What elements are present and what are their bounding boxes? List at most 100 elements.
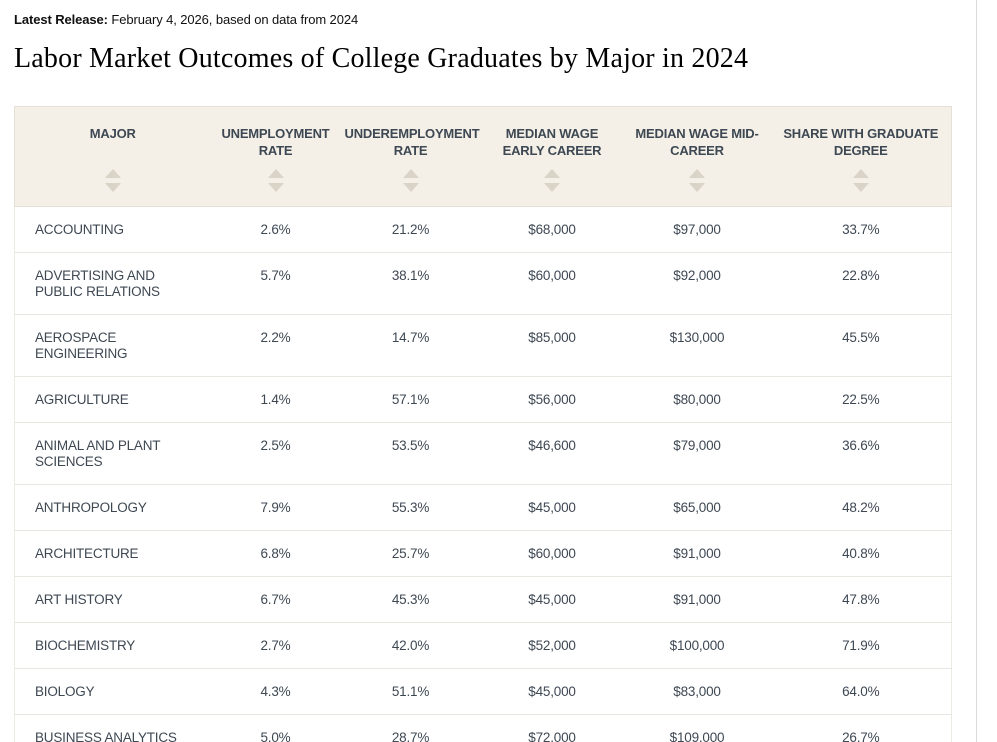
column-header-median-wage-mid-career[interactable]: MEDIAN WAGE MID-CAREER bbox=[624, 107, 771, 207]
value-cell: 1.4% bbox=[210, 376, 341, 423]
value-cell: $79,000 bbox=[623, 422, 771, 485]
value-cell: 2.7% bbox=[210, 622, 341, 669]
value-cell: $83,000 bbox=[623, 668, 771, 715]
value-cell: $52,000 bbox=[480, 622, 624, 669]
outcomes-table: MAJOR UNEMPLOYMENT RATE UNDEREMPLOYMENT RA… bbox=[14, 106, 952, 742]
table-row: ART HISTORY 6.7% 45.3% $45,000 $91,000 47.8% bbox=[14, 576, 952, 623]
value-cell: 51.1% bbox=[340, 668, 481, 715]
sort-down-icon[interactable] bbox=[104, 183, 121, 192]
value-cell: $91,000 bbox=[623, 576, 771, 623]
value-cell: 57.1% bbox=[340, 376, 481, 423]
sort-arrows[interactable] bbox=[345, 169, 477, 192]
column-header-share-with-graduate-degree[interactable]: SHARE WITH GRADUATE DEGREE bbox=[771, 107, 952, 207]
table-row: AGRICULTURE 1.4% 57.1% $56,000 $80,000 22.5% bbox=[14, 376, 952, 423]
value-cell: 14.7% bbox=[340, 314, 481, 377]
value-cell: $60,000 bbox=[480, 530, 624, 577]
sort-up-icon[interactable] bbox=[852, 169, 869, 178]
value-cell: $68,000 bbox=[480, 206, 624, 253]
major-cell: ARCHITECTURE bbox=[14, 530, 211, 577]
value-cell: 21.2% bbox=[340, 206, 481, 253]
sort-up-icon[interactable] bbox=[544, 169, 560, 178]
column-header-underemployment-rate[interactable]: UNDEREMPLOYMENT RATE bbox=[341, 107, 481, 207]
table-body: ACCOUNTING 2.6% 21.2% $68,000 $97,000 33.7% AD… bbox=[14, 206, 952, 742]
sort-down-icon[interactable] bbox=[852, 183, 869, 192]
value-cell: $85,000 bbox=[480, 314, 624, 377]
value-cell: $97,000 bbox=[623, 206, 771, 253]
column-header-median-wage-early-career[interactable]: MEDIAN WAGE EARLY CAREER bbox=[481, 107, 624, 207]
latest-release-text: February 4, 2026, based on data from 202… bbox=[107, 12, 359, 27]
value-cell: $109,000 bbox=[623, 714, 771, 742]
value-cell: 5.7% bbox=[210, 252, 341, 315]
major-cell: AEROSPACE ENGINEERING bbox=[14, 314, 211, 377]
value-cell: 38.1% bbox=[340, 252, 481, 315]
value-cell: 36.6% bbox=[770, 422, 952, 485]
sort-up-icon[interactable] bbox=[689, 169, 705, 178]
value-cell: 33.7% bbox=[770, 206, 952, 253]
sort-arrows[interactable] bbox=[775, 169, 948, 192]
sort-up-icon[interactable] bbox=[267, 169, 284, 178]
value-cell: 48.2% bbox=[770, 484, 952, 531]
value-cell: $92,000 bbox=[623, 252, 771, 315]
value-cell: $91,000 bbox=[623, 530, 771, 577]
value-cell: 40.8% bbox=[770, 530, 952, 577]
value-cell: 55.3% bbox=[340, 484, 481, 531]
value-cell: 6.8% bbox=[210, 530, 341, 577]
table-row: ADVERTISING AND PUBLIC RELATIONS 5.7% 38.1… bbox=[14, 252, 952, 315]
sort-up-icon[interactable] bbox=[104, 169, 121, 178]
value-cell: 2.2% bbox=[210, 314, 341, 377]
major-cell: ACCOUNTING bbox=[14, 206, 211, 253]
value-cell: 7.9% bbox=[210, 484, 341, 531]
sort-arrows[interactable] bbox=[19, 169, 207, 192]
column-header-major[interactable]: MAJOR bbox=[15, 107, 211, 207]
table-row: ANTHROPOLOGY 7.9% 55.3% $45,000 $65,000 48.2% bbox=[14, 484, 952, 531]
table-row: ACCOUNTING 2.6% 21.2% $68,000 $97,000 33.7% bbox=[14, 206, 952, 253]
sort-up-icon[interactable] bbox=[402, 169, 419, 178]
sort-down-icon[interactable] bbox=[267, 183, 284, 192]
sort-down-icon[interactable] bbox=[544, 183, 560, 192]
major-cell: BIOLOGY bbox=[14, 668, 211, 715]
table-row: BIOLOGY 4.3% 51.1% $45,000 $83,000 64.0% bbox=[14, 668, 952, 715]
value-cell: 22.8% bbox=[770, 252, 952, 315]
table-row: BUSINESS ANALYTICS 5.0% 28.7% $72,000 $109,0… bbox=[14, 714, 952, 742]
value-cell: $45,000 bbox=[480, 668, 624, 715]
value-cell: 53.5% bbox=[340, 422, 481, 485]
value-cell: 22.5% bbox=[770, 376, 952, 423]
sort-down-icon[interactable] bbox=[402, 183, 419, 192]
table-header: MAJOR UNEMPLOYMENT RATE UNDEREMPLOYMENT RA… bbox=[14, 106, 952, 207]
value-cell: 42.0% bbox=[340, 622, 481, 669]
major-cell: ANTHROPOLOGY bbox=[14, 484, 211, 531]
major-cell: ANIMAL AND PLANT SCIENCES bbox=[14, 422, 211, 485]
value-cell: $100,000 bbox=[623, 622, 771, 669]
major-cell: ART HISTORY bbox=[14, 576, 211, 623]
table-row: ARCHITECTURE 6.8% 25.7% $60,000 $91,000 40.8% bbox=[14, 530, 952, 577]
value-cell: $46,600 bbox=[480, 422, 624, 485]
table-row: ANIMAL AND PLANT SCIENCES 2.5% 53.5% $46,60… bbox=[14, 422, 952, 485]
sort-down-icon[interactable] bbox=[689, 183, 705, 192]
column-header-label: MAJOR bbox=[89, 126, 136, 141]
value-cell: 28.7% bbox=[340, 714, 481, 742]
value-cell: $60,000 bbox=[480, 252, 624, 315]
value-cell: $130,000 bbox=[623, 314, 771, 377]
major-cell: BIOCHEMISTRY bbox=[14, 622, 211, 669]
latest-release-label: Latest Release: bbox=[14, 12, 108, 27]
major-cell: AGRICULTURE bbox=[14, 376, 211, 423]
value-cell: $65,000 bbox=[623, 484, 771, 531]
value-cell: 45.5% bbox=[770, 314, 952, 377]
value-cell: $45,000 bbox=[480, 576, 624, 623]
value-cell: $80,000 bbox=[623, 376, 771, 423]
value-cell: 4.3% bbox=[210, 668, 341, 715]
sort-arrows[interactable] bbox=[628, 169, 767, 192]
value-cell: 2.5% bbox=[210, 422, 341, 485]
sort-arrows[interactable] bbox=[485, 169, 620, 192]
column-header-unemployment-rate[interactable]: UNEMPLOYMENT RATE bbox=[211, 107, 341, 207]
column-header-label: MEDIAN WAGE MID-CAREER bbox=[635, 126, 759, 158]
value-cell: $56,000 bbox=[480, 376, 624, 423]
table-row: AEROSPACE ENGINEERING 2.2% 14.7% $85,000 $13… bbox=[14, 314, 952, 377]
value-cell: 64.0% bbox=[770, 668, 952, 715]
value-cell: 5.0% bbox=[210, 714, 341, 742]
page-title: Labor Market Outcomes of College Graduat… bbox=[14, 43, 749, 74]
sort-arrows[interactable] bbox=[215, 169, 337, 192]
table-header-row: MAJOR UNEMPLOYMENT RATE UNDEREMPLOYMENT RA… bbox=[14, 106, 952, 207]
